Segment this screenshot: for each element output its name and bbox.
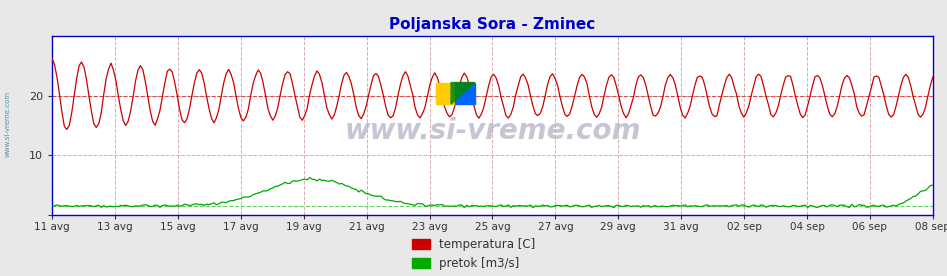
Title: Poljanska Sora - Zminec: Poljanska Sora - Zminec [389,17,596,32]
Bar [456,83,474,104]
Text: www.si-vreme.com: www.si-vreme.com [5,91,10,157]
Bar [436,83,456,104]
Text: www.si-vreme.com: www.si-vreme.com [344,117,641,145]
Polygon shape [451,83,474,104]
Legend: temperatura [C], pretok [m3/s]: temperatura [C], pretok [m3/s] [412,238,535,270]
